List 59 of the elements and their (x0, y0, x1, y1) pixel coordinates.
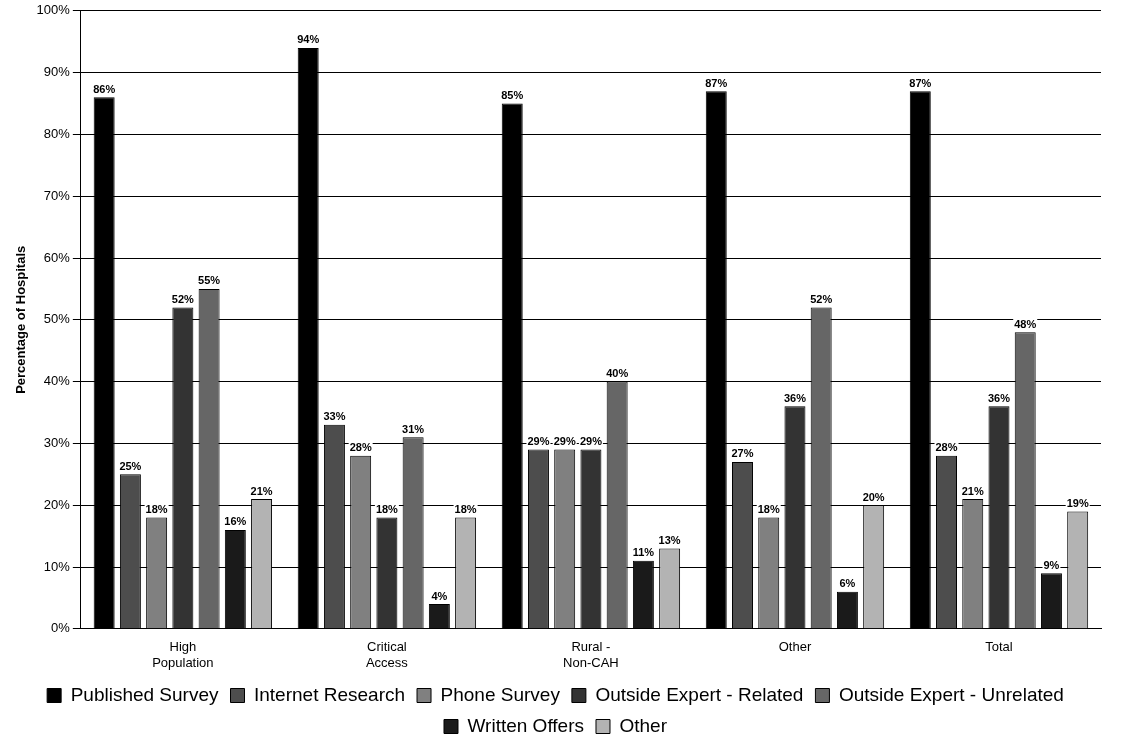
legend-label: Internet Research (254, 683, 406, 705)
data-label: 18% (757, 503, 780, 516)
data-label: 9% (1043, 558, 1060, 571)
data-label: 40% (606, 367, 629, 380)
x-tick-label: High Population (152, 639, 214, 670)
y-tick-label: 20% (43, 496, 71, 512)
data-label: 52% (810, 292, 833, 305)
data-label: 28% (935, 441, 958, 454)
data-label: 21% (250, 484, 273, 497)
data-label: 29% (527, 435, 550, 448)
data-label: 87% (909, 76, 932, 89)
data-label: 29% (553, 435, 576, 448)
data-label: 33% (323, 410, 346, 423)
data-label: 29% (579, 435, 603, 448)
data-label: 4% (431, 589, 448, 602)
y-tick-label: 10% (43, 558, 71, 574)
x-tick-label: Critical Access (365, 639, 409, 670)
legend-label: Published Survey (70, 683, 219, 705)
data-label: 36% (987, 391, 1011, 404)
y-tick-label: 100% (36, 2, 71, 18)
y-tick-label: 90% (43, 64, 71, 80)
y-tick-label: 60% (43, 249, 71, 265)
data-label: 13% (658, 533, 681, 546)
legend-label: Phone Survey (440, 683, 561, 705)
legend-label: Other (619, 714, 668, 736)
data-label: 19% (1066, 496, 1089, 509)
data-label: 85% (501, 89, 524, 102)
data-label: 28% (349, 441, 372, 454)
data-label: 18% (145, 503, 168, 516)
data-label: 48% (1014, 317, 1037, 330)
y-tick-label: 0% (51, 620, 71, 636)
data-label: 11% (632, 546, 655, 559)
data-label: 18% (375, 503, 399, 516)
data-label: 94% (297, 33, 320, 46)
y-tick-label: 30% (43, 434, 71, 450)
x-tick-label: Total (985, 639, 1013, 655)
y-tick-label: 50% (43, 311, 71, 327)
data-label: 87% (705, 76, 728, 89)
data-label: 27% (731, 447, 754, 460)
data-label: 16% (224, 515, 247, 528)
x-tick-label: Rural - Non-CAH (563, 639, 619, 670)
x-tick-label: Other (778, 639, 812, 655)
y-tick-label: 70% (43, 187, 71, 203)
y-axis-title: Percentage of Hospitals (13, 245, 29, 394)
y-tick-label: 80% (43, 125, 71, 141)
legend-label: Written Offers (467, 714, 584, 736)
data-label: 18% (454, 503, 477, 516)
data-label: 25% (119, 459, 142, 472)
data-label: 31% (402, 422, 425, 435)
data-label: 55% (198, 274, 221, 287)
data-label: 36% (783, 391, 807, 404)
data-label: 6% (839, 577, 856, 590)
data-label: 20% (862, 490, 885, 503)
legend-label: Outside Expert - Unrelated (838, 683, 1064, 705)
data-label: 21% (961, 484, 984, 497)
data-label: 86% (93, 82, 116, 95)
legend-label: Outside Expert - Related (595, 683, 804, 705)
y-tick-label: 40% (43, 373, 71, 389)
data-label: 52% (171, 292, 195, 305)
